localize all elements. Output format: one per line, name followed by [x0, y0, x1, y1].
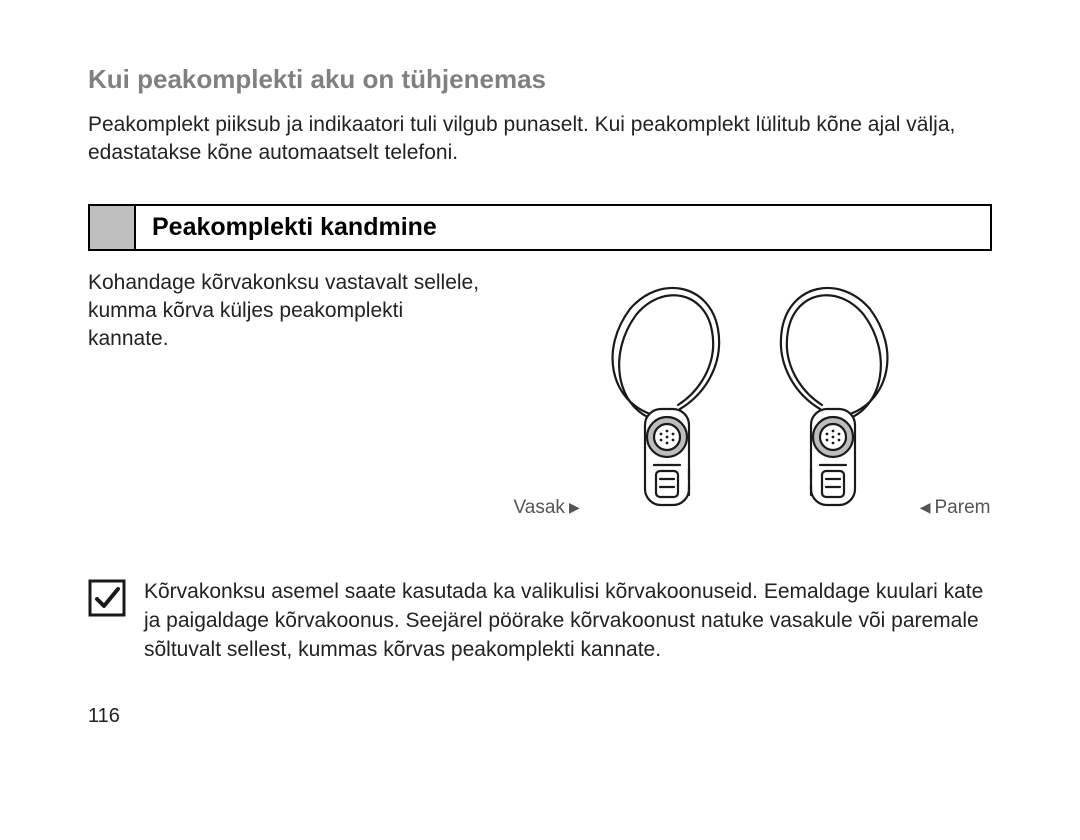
headset-illustration-group: Vasak ▶ — [512, 269, 992, 549]
label-right-text: Parem — [935, 497, 991, 519]
headset-left-illustration — [590, 269, 730, 549]
checkbox-note-icon — [88, 579, 126, 622]
note-block: Kõrvakonksu asemel saate kasutada ka val… — [88, 577, 992, 665]
label-left: Vasak ▶ — [514, 497, 580, 549]
triangle-right-icon: ▶ — [569, 499, 580, 516]
headset-right-illustration — [770, 269, 910, 549]
page-subheading: Kui peakomplekti aku on tühjenemas — [88, 64, 992, 95]
note-text: Kõrvakonksu asemel saate kasutada ka val… — [144, 577, 992, 665]
section-title: Peakomplekti kandmine — [136, 206, 453, 249]
wear-instruction-text: Kohandage kõrvakonksu vastavalt sellele,… — [88, 269, 488, 354]
intro-paragraph: Peakomplekt piiksub ja indikaatori tuli … — [88, 111, 992, 168]
section-header-tab — [90, 206, 136, 249]
section-header-bar: Peakomplekti kandmine — [88, 204, 992, 251]
triangle-left-icon: ◀ — [920, 499, 931, 516]
label-left-text: Vasak — [514, 497, 565, 519]
label-right: ◀ Parem — [920, 497, 991, 549]
page-number: 116 — [88, 705, 992, 728]
